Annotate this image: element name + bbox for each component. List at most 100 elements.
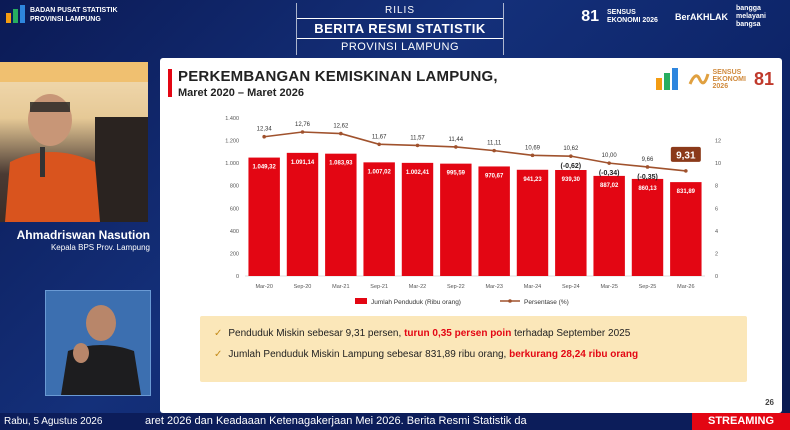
bar-value-label: 831,89 xyxy=(677,189,696,195)
slide-logos: SENSUS EKONOMI 2026 81 xyxy=(655,68,774,90)
left-axis-tick-label: 1.400 xyxy=(225,116,239,122)
sensus-line2: EKONOMI xyxy=(712,75,746,83)
speaker-video xyxy=(0,62,148,222)
percentage-point xyxy=(684,169,688,173)
percentage-label: 11,67 xyxy=(372,134,387,140)
left-axis-tick-label: 800 xyxy=(230,184,239,190)
logo-81-icon: 81 xyxy=(753,68,774,89)
bar-mar-26 xyxy=(670,182,702,276)
bullet1-tail: terhadap September 2025 xyxy=(511,328,631,339)
logo-81-icon: 81 xyxy=(581,8,599,25)
category-tick-label: Sep-22 xyxy=(447,284,465,290)
percentage-label: 10,00 xyxy=(602,153,618,159)
category-tick-label: Mar-21 xyxy=(332,284,349,290)
bps-line2: PROVINSI LAMPUNG xyxy=(30,16,101,23)
bar-mar-24 xyxy=(516,169,549,276)
bar-mar-25 xyxy=(593,175,625,276)
percentage-label: 12,76 xyxy=(295,122,311,128)
right-axis-tick-label: 12 xyxy=(715,139,721,145)
check-icon: ✓ xyxy=(214,349,223,360)
percentage-line xyxy=(264,131,686,172)
sign-interpreter-video xyxy=(45,290,151,396)
bangga-melayani-logo: bangga melayani bangsa xyxy=(736,5,766,28)
right-axis-tick-label: 0 xyxy=(715,274,718,280)
bar-sep-24 xyxy=(555,169,587,276)
bar-value-label: 941,23 xyxy=(523,177,542,183)
right-axis-tick-label: 10 xyxy=(715,161,721,167)
bar-sep-20 xyxy=(286,152,319,276)
bar-value-label: 1.049,32 xyxy=(252,165,276,171)
left-axis-tick-label: 600 xyxy=(230,206,239,212)
bar-sep-22 xyxy=(440,163,472,276)
summary-bullet-1: ✓ Penduduk Miskin sebesar 9,31 persen, tu… xyxy=(214,328,630,339)
bps-logo-icon xyxy=(655,68,678,90)
left-axis-tick-label: 1.200 xyxy=(225,139,239,145)
bar-value-label: 970,67 xyxy=(485,173,504,179)
change-annotation: (-0,62) xyxy=(561,163,582,170)
bps-logo-icon xyxy=(6,5,25,23)
province-label: PROVINSI LAMPUNG xyxy=(340,41,460,53)
left-axis-tick-label: 1.000 xyxy=(225,161,239,167)
summary-callout: ✓ Penduduk Miskin sebesar 9,31 persen, tu… xyxy=(200,316,747,382)
category-tick-label: Sep-21 xyxy=(370,284,388,290)
rilis-banner: RILIS BERITA RESMI STATISTIK PROVINSI LA… xyxy=(296,3,504,55)
bar-value-label: 860,13 xyxy=(638,186,657,192)
change-annotation: (-0,35) xyxy=(637,174,658,181)
poverty-chart: 0 200 400 600 800 1.000 1.200 1.400 0 2 4 6 8 10 12 1.0… xyxy=(225,116,721,306)
percentage-point xyxy=(492,148,496,153)
slide-subtitle: Maret 2020 – Maret 2026 xyxy=(178,87,304,99)
bar-mar-22 xyxy=(401,162,434,276)
category-tick-label: Mar-20 xyxy=(255,284,272,290)
bullet1-text: Penduduk Miskin sebesar 9,31 persen, xyxy=(228,328,405,339)
header-logos: 81 SENSUS EKONOMI 2026 BerAKHLAK bangga … xyxy=(581,4,784,30)
percentage-point xyxy=(415,143,420,148)
percentage-point xyxy=(300,130,305,134)
brs-label: BERITA RESMI STATISTIK xyxy=(297,18,503,39)
category-tick-label: Mar-23 xyxy=(485,284,502,290)
bar-mar-23 xyxy=(478,166,510,276)
right-axis-tick-label: 8 xyxy=(715,184,718,190)
bullet2-text: Jumlah Penduduk Miskin Lampung sebesar 8… xyxy=(228,349,510,360)
bullet2-highlight: berkurang 28,24 ribu orang xyxy=(509,349,639,360)
bullet1-highlight: turun 0,35 persen poin xyxy=(404,328,512,339)
speaker-caption: Ahmadriswan Nasution Kepala BPS Prov. La… xyxy=(0,228,150,252)
bps-name: BADAN PUSAT STATISTIK PROVINSI LAMPUNG xyxy=(30,6,118,24)
percentage-point xyxy=(377,142,381,147)
percentage-label: 11,11 xyxy=(487,141,502,147)
sensus-line1: SENSUS xyxy=(712,68,742,76)
right-axis-tick-label: 2 xyxy=(715,251,718,257)
page-number: 26 xyxy=(765,398,774,407)
category-tick-label: Sep-24 xyxy=(562,284,580,290)
percentage-label: 11,44 xyxy=(449,137,464,143)
left-axis-tick-label: 200 xyxy=(230,251,239,257)
left-axis-tick-label: 400 xyxy=(230,229,239,235)
interpreter-figure-icon xyxy=(61,305,141,395)
berakhlak-logo: BerAKHLAK xyxy=(674,12,728,22)
percentage-label: 12,62 xyxy=(333,124,349,130)
category-tick-label: Mar-26 xyxy=(677,284,694,290)
bar-value-label: 1.007,02 xyxy=(367,169,391,175)
category-tick-label: Mar-25 xyxy=(600,284,617,290)
percentage-label: 9,31 xyxy=(676,150,696,161)
bar-sep-25 xyxy=(631,178,664,276)
streaming-badge: STREAMING xyxy=(692,413,790,430)
bar-value-label: 1.091,14 xyxy=(291,160,315,166)
speaker-name: Ahmadriswan Nasution xyxy=(16,228,150,242)
title-accent-bar xyxy=(168,69,172,97)
bar-value-label: 1.083,93 xyxy=(329,161,353,167)
percentage-point xyxy=(454,145,458,149)
sensus-swirl-icon xyxy=(688,73,709,85)
speaker-role: Kepala BPS Prov. Lampung xyxy=(50,243,150,252)
percentage-label: 12,34 xyxy=(257,127,273,133)
bar-value-label: 1.002,41 xyxy=(406,170,430,176)
percentage-point xyxy=(645,165,650,169)
sensus-ekonomi-logo: SENSUS EKONOMI 2026 xyxy=(606,9,658,24)
speaker-figure-icon xyxy=(0,62,148,222)
percentage-label: 11,57 xyxy=(410,135,425,141)
legend-line-label: Persentase (%) xyxy=(524,299,569,306)
percentage-point xyxy=(262,134,266,139)
bar-mar-21 xyxy=(325,153,357,276)
news-ticker: Rabu, 5 Agustus 2026 aret 2026 dan Keada… xyxy=(0,413,790,430)
right-axis-tick-label: 6 xyxy=(715,206,718,212)
category-tick-label: Mar-22 xyxy=(409,284,426,290)
